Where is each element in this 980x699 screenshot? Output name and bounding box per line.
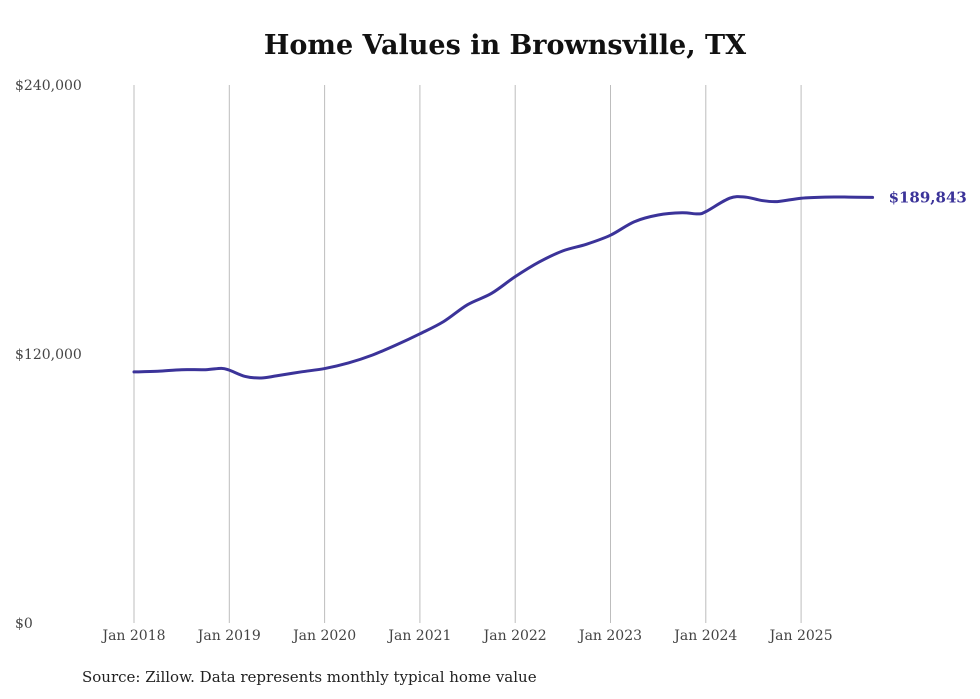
- x-tick-label: Jan 2021: [386, 628, 451, 644]
- y-tick-label: $240,000: [15, 78, 82, 94]
- x-tick-label: Jan 2022: [482, 628, 547, 644]
- x-tick-label: Jan 2019: [196, 628, 261, 644]
- end-value-label: $189,843: [889, 188, 967, 206]
- chart-title: Home Values in Brownsville, TX: [263, 30, 747, 61]
- y-tick-label: $0: [15, 616, 33, 632]
- x-tick-label: Jan 2024: [672, 628, 737, 644]
- x-tick-label: Jan 2023: [577, 628, 642, 644]
- series-line: [132, 195, 875, 380]
- y-tick-label: $120,000: [15, 347, 82, 363]
- x-tick-label: Jan 2025: [768, 628, 833, 644]
- source-note: Source: Zillow. Data represents monthly …: [82, 668, 537, 686]
- x-tick-label: Jan 2020: [291, 628, 356, 644]
- x-tick-label: Jan 2018: [100, 628, 165, 644]
